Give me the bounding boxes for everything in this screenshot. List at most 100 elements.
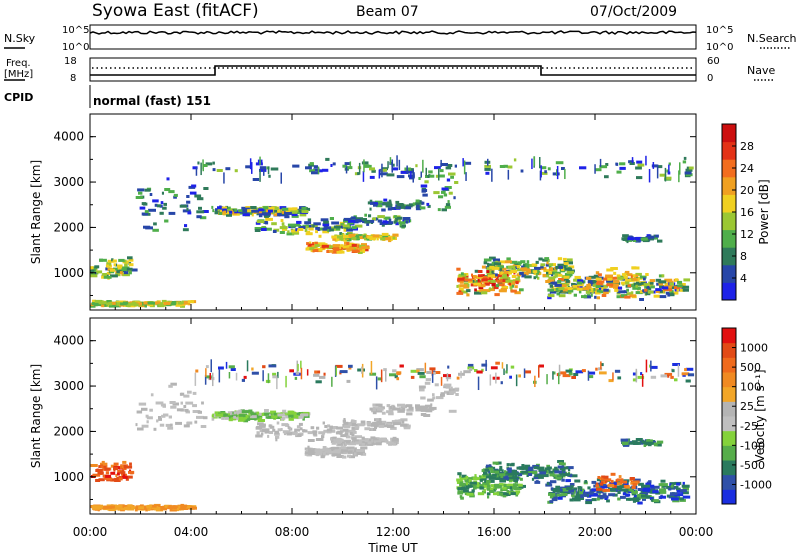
range-cell — [485, 283, 490, 286]
range-cell — [509, 282, 511, 285]
range-cell — [586, 291, 591, 294]
velocity-colorbar-label: Velocity [m s⁻¹] — [753, 369, 767, 462]
station-title: Syowa East (fitACF) — [92, 1, 259, 21]
range-cell — [342, 456, 346, 459]
range-cell — [357, 452, 363, 455]
range-cell — [262, 365, 265, 368]
range-cell — [313, 433, 317, 436]
range-cell — [390, 157, 392, 164]
range-cell — [657, 240, 662, 243]
range-cell — [606, 269, 613, 272]
range-cell — [645, 273, 649, 276]
range-cell — [187, 211, 191, 214]
range-cell — [601, 495, 607, 498]
range-cell — [331, 222, 339, 225]
range-cell — [307, 231, 311, 234]
range-cell — [397, 175, 405, 178]
range-cell — [558, 373, 560, 385]
range-cell — [492, 474, 497, 477]
range-cell — [287, 433, 292, 436]
range-cell — [635, 167, 642, 170]
range-cell — [105, 267, 107, 270]
range-cell — [156, 419, 158, 422]
range-cell — [153, 222, 157, 225]
range-cell — [253, 178, 259, 181]
range-cell — [324, 448, 328, 451]
range-cell — [418, 372, 425, 375]
range-cell — [592, 498, 597, 501]
range-cell — [231, 368, 236, 371]
range-cell — [343, 224, 350, 227]
range-cell — [196, 416, 204, 419]
colorbar-tick-label: 1000 — [740, 342, 768, 355]
range-cell — [460, 284, 468, 287]
colorbar-segment — [722, 431, 736, 446]
range-cell — [399, 419, 402, 422]
range-cell — [573, 373, 578, 376]
range-cell — [124, 465, 126, 468]
range-cell — [238, 209, 242, 212]
range-cell — [617, 491, 620, 494]
range-cell — [373, 423, 378, 426]
range-cell — [263, 167, 265, 176]
range-cell — [552, 494, 555, 497]
range-cell — [593, 485, 595, 488]
range-cell — [490, 280, 495, 283]
range-cell — [310, 162, 314, 165]
range-cell — [509, 271, 513, 274]
range-cell — [343, 418, 345, 421]
colorbar-segment — [722, 445, 736, 460]
range-cell — [256, 412, 259, 415]
range-cell — [288, 415, 293, 418]
range-cell — [608, 493, 615, 496]
range-cell — [277, 422, 280, 425]
range-cell — [539, 365, 544, 368]
range-cell — [558, 274, 562, 277]
range-cell — [114, 263, 116, 266]
colorbar-tick-label: 16 — [740, 206, 754, 219]
range-cell — [308, 439, 315, 442]
range-cell — [127, 504, 132, 507]
range-cell — [581, 295, 587, 298]
range-cell — [659, 488, 666, 491]
range-cell — [298, 416, 303, 419]
range-cell — [650, 285, 655, 288]
range-cell — [562, 284, 567, 287]
range-cell — [92, 505, 94, 508]
range-cell — [661, 480, 666, 483]
range-cell — [95, 469, 103, 472]
range-cell — [464, 161, 466, 175]
range-cell — [651, 376, 656, 379]
colorbar-segment — [722, 372, 736, 387]
range-cell — [631, 266, 636, 269]
range-cell — [315, 227, 320, 230]
range-cell — [501, 381, 503, 384]
date-title: 07/Oct/2009 — [590, 4, 677, 20]
range-cell — [617, 376, 621, 379]
range-cell — [285, 376, 287, 387]
range-cell — [474, 288, 477, 291]
range-cell — [588, 371, 590, 381]
range-cell — [604, 476, 609, 479]
range-cell — [557, 494, 562, 497]
range-cell — [387, 161, 389, 168]
range-cell — [464, 279, 472, 282]
range-cell — [555, 486, 560, 489]
range-cell — [674, 378, 678, 381]
range-cell — [264, 213, 271, 216]
range-cell — [628, 237, 635, 240]
range-cell — [565, 479, 571, 482]
range-cell — [120, 271, 123, 274]
range-cell — [306, 449, 308, 452]
range-cell — [152, 229, 159, 232]
range-cell — [504, 271, 509, 274]
range-cell — [330, 164, 332, 167]
colorbar-tick-label: -1000 — [740, 478, 772, 491]
range-cell — [620, 496, 626, 499]
range-cell — [201, 425, 207, 428]
range-cell — [341, 446, 346, 449]
range-cell — [257, 431, 260, 434]
range-cell — [593, 284, 597, 287]
range-cell — [321, 455, 325, 458]
range-cell — [262, 370, 264, 381]
